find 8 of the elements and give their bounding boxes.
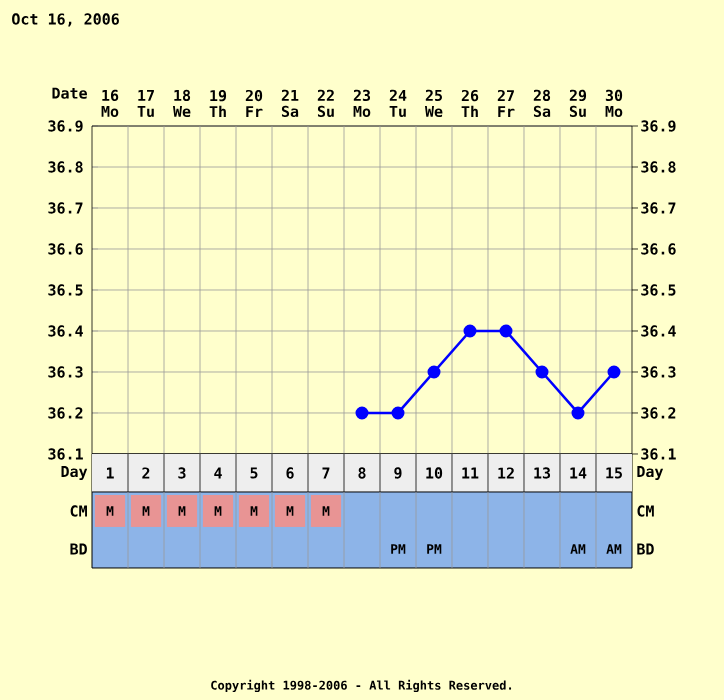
point [535,365,549,379]
point [427,365,441,379]
point [355,406,369,420]
point [571,406,585,420]
point [607,365,621,379]
point [391,406,405,420]
point [463,324,477,338]
point [499,324,513,338]
